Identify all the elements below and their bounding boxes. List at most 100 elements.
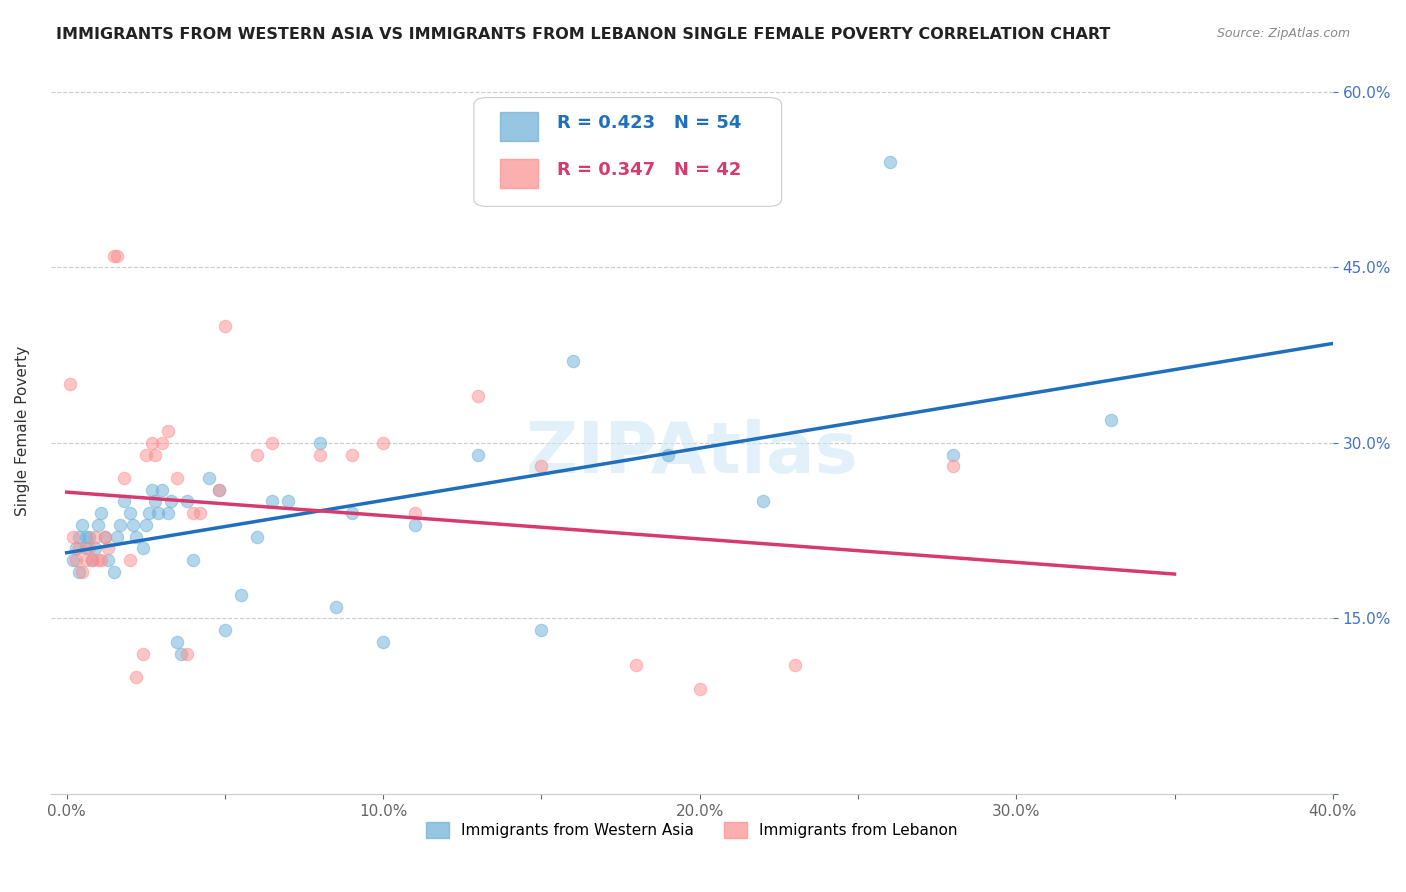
Point <box>77 530 100 544</box>
Point <box>143 494 166 508</box>
Point <box>105 249 128 263</box>
Point <box>166 635 188 649</box>
Point <box>207 483 229 497</box>
Point <box>176 647 198 661</box>
Point <box>942 459 965 474</box>
Point <box>84 541 107 556</box>
Point <box>245 448 267 462</box>
Point <box>112 494 135 508</box>
Point <box>309 436 332 450</box>
Point <box>135 517 157 532</box>
Point <box>309 448 332 462</box>
Point <box>72 517 94 532</box>
Point <box>530 459 553 474</box>
Point <box>59 377 82 392</box>
Point <box>135 448 157 462</box>
Point <box>214 318 236 333</box>
Point <box>262 436 284 450</box>
Legend: Immigrants from Western Asia, Immigrants from Lebanon: Immigrants from Western Asia, Immigrants… <box>419 816 965 845</box>
Point <box>277 494 299 508</box>
Point <box>229 588 252 602</box>
Point <box>103 565 125 579</box>
Y-axis label: Single Female Poverty: Single Female Poverty <box>15 346 30 516</box>
Point <box>87 517 110 532</box>
Point <box>72 565 94 579</box>
Point <box>75 553 97 567</box>
Point <box>752 494 775 508</box>
Point <box>62 553 84 567</box>
Point <box>198 471 221 485</box>
Point <box>181 506 204 520</box>
Point <box>131 647 153 661</box>
Point <box>181 553 204 567</box>
Point <box>80 553 103 567</box>
Point <box>141 483 163 497</box>
Point <box>105 530 128 544</box>
Point <box>97 553 120 567</box>
Point <box>467 448 489 462</box>
Point <box>125 530 148 544</box>
Text: IMMIGRANTS FROM WESTERN ASIA VS IMMIGRANTS FROM LEBANON SINGLE FEMALE POVERTY CO: IMMIGRANTS FROM WESTERN ASIA VS IMMIGRAN… <box>56 27 1111 42</box>
Point <box>84 530 107 544</box>
Text: Source: ZipAtlas.com: Source: ZipAtlas.com <box>1216 27 1350 40</box>
Point <box>110 517 132 532</box>
Point <box>118 506 141 520</box>
Point <box>62 530 84 544</box>
Point <box>150 483 173 497</box>
Point <box>562 354 585 368</box>
Point <box>160 494 183 508</box>
Point <box>262 494 284 508</box>
Point <box>141 436 163 450</box>
Point <box>657 448 679 462</box>
Point <box>77 541 100 556</box>
Point <box>942 448 965 462</box>
Point <box>80 553 103 567</box>
Point <box>65 553 87 567</box>
Point <box>90 506 112 520</box>
Point <box>125 670 148 684</box>
Point <box>143 448 166 462</box>
Text: R = 0.347   N = 42: R = 0.347 N = 42 <box>557 161 741 179</box>
Point <box>404 517 426 532</box>
Point <box>97 541 120 556</box>
Point <box>138 506 160 520</box>
Point <box>93 530 115 544</box>
FancyBboxPatch shape <box>474 97 782 206</box>
Point <box>166 471 188 485</box>
Point <box>188 506 211 520</box>
Point <box>467 389 489 403</box>
Point <box>340 448 363 462</box>
Point <box>214 623 236 637</box>
Point <box>112 471 135 485</box>
Point <box>67 530 90 544</box>
Point <box>340 506 363 520</box>
Point <box>626 658 648 673</box>
Point <box>122 517 145 532</box>
Point <box>75 541 97 556</box>
Text: ZIPAtlas: ZIPAtlas <box>526 418 858 488</box>
Point <box>90 553 112 567</box>
Point <box>67 565 90 579</box>
Point <box>404 506 426 520</box>
Point <box>176 494 198 508</box>
Point <box>65 541 87 556</box>
Bar <box>499 159 538 188</box>
Point <box>530 623 553 637</box>
Point <box>150 436 173 450</box>
Point <box>689 681 711 696</box>
Point <box>67 541 90 556</box>
Point <box>373 436 395 450</box>
Point <box>75 530 97 544</box>
Point <box>156 424 179 438</box>
Point <box>93 530 115 544</box>
Text: R = 0.423   N = 54: R = 0.423 N = 54 <box>557 114 741 132</box>
Point <box>207 483 229 497</box>
Point <box>156 506 179 520</box>
Point <box>131 541 153 556</box>
Point <box>118 553 141 567</box>
Bar <box>499 112 538 141</box>
Point <box>87 553 110 567</box>
Point <box>783 658 806 673</box>
Point <box>325 599 347 614</box>
Point <box>169 647 191 661</box>
